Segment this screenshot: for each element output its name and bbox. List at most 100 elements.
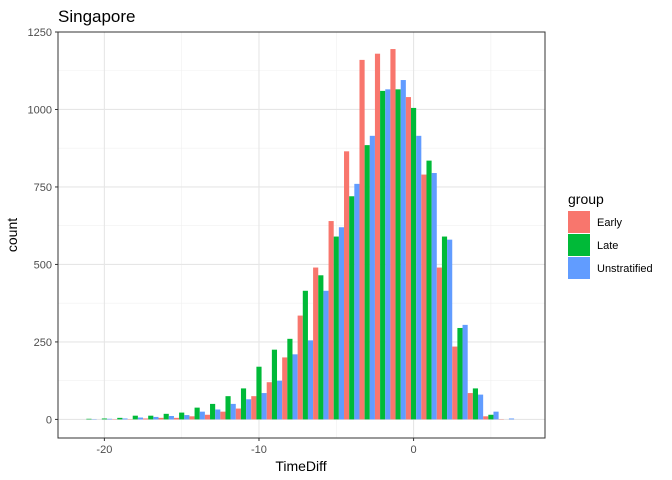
bar-early <box>313 267 319 420</box>
legend-label-late: Late <box>597 240 618 252</box>
legend-label-unstratified: Unstratified <box>597 263 653 275</box>
bar-early <box>328 221 334 420</box>
legend-key-unstratified <box>568 257 590 279</box>
bar-late <box>210 403 216 420</box>
plot-border <box>57 31 546 439</box>
bar-late <box>101 418 107 420</box>
bar-late <box>395 89 401 420</box>
bar-unstratified <box>478 394 484 420</box>
bar-unstratified <box>246 399 252 420</box>
bar-early <box>374 53 381 420</box>
x-tick-label: -20 <box>96 444 112 456</box>
bar-unstratified <box>122 418 128 420</box>
bar-late <box>179 412 185 420</box>
bar-early <box>282 357 288 420</box>
bar-early <box>158 417 164 420</box>
bar-early <box>390 49 396 420</box>
bar-late <box>380 90 386 420</box>
bar-unstratified <box>153 416 159 420</box>
bar-unstratified <box>493 411 499 420</box>
bar-late <box>472 388 479 420</box>
legend-key-early <box>568 211 590 233</box>
bar-unstratified <box>292 354 298 420</box>
bar-early <box>189 416 195 420</box>
chart-title: Singapore <box>58 7 136 26</box>
bar-early <box>467 393 473 420</box>
bar-late <box>302 290 308 420</box>
legend-title: group <box>568 191 604 207</box>
bar-unstratified <box>462 324 468 420</box>
bar-late <box>256 366 262 420</box>
bar-early <box>173 417 180 420</box>
y-tick-label: 1250 <box>28 27 52 39</box>
x-axis: -20 -10 0 <box>96 438 417 456</box>
bar-late <box>117 417 123 420</box>
bar-late <box>349 196 355 420</box>
bar-late <box>271 349 278 420</box>
bar-early <box>359 59 365 420</box>
bar-early <box>204 414 211 420</box>
bar-unstratified <box>369 135 375 420</box>
bar-unstratified <box>137 417 144 420</box>
bar-unstratified <box>400 80 406 420</box>
bar-late <box>488 414 494 420</box>
legend: group Early Late Unstratified <box>568 191 653 279</box>
bar-late <box>194 407 200 420</box>
x-tick-label: 0 <box>411 444 417 456</box>
bar-late <box>318 275 324 420</box>
bar-unstratified <box>385 89 391 420</box>
bar-early <box>436 267 442 420</box>
bar-unstratified <box>431 173 437 420</box>
y-axis-title: count <box>4 218 20 252</box>
y-tick-label: 1000 <box>28 104 52 116</box>
bar-late <box>148 415 154 420</box>
bar-unstratified <box>508 418 515 420</box>
bar-unstratified <box>354 183 360 420</box>
bar-unstratified <box>199 411 205 420</box>
x-axis-title: TimeDiff <box>275 458 326 474</box>
bar-unstratified <box>168 415 174 420</box>
y-axis: 0 250 500 750 1000 1250 <box>28 27 58 426</box>
bar-unstratified <box>106 418 113 420</box>
bar-early <box>421 174 427 420</box>
legend-key-late <box>568 234 590 256</box>
y-tick-label: 750 <box>34 182 52 194</box>
bar-unstratified <box>261 393 267 420</box>
bar-unstratified <box>184 415 190 420</box>
bar-early <box>235 408 241 420</box>
bar-unstratified <box>215 409 221 420</box>
bar-late <box>287 338 293 420</box>
bar-unstratified <box>277 380 283 420</box>
bar-late <box>132 415 138 420</box>
bar-late <box>411 107 417 420</box>
bar-late <box>163 413 169 420</box>
bars <box>86 49 515 420</box>
bar-late <box>240 388 247 420</box>
bar-unstratified <box>416 135 422 420</box>
x-tick-label: -10 <box>251 444 267 456</box>
bar-late <box>333 236 339 420</box>
bar-early <box>220 411 226 420</box>
bar-late <box>457 327 463 420</box>
bar-early <box>266 382 272 420</box>
bar-early <box>143 418 149 420</box>
bar-unstratified <box>447 239 453 420</box>
y-tick-label: 0 <box>46 414 52 426</box>
bar-early <box>251 396 257 420</box>
bar-unstratified <box>338 227 345 420</box>
bar-early <box>297 315 303 420</box>
bar-early <box>452 346 458 420</box>
bar-late <box>364 145 370 420</box>
bar-late <box>225 396 231 420</box>
bar-early <box>405 97 412 420</box>
bar-unstratified <box>323 290 329 420</box>
bar-early <box>483 416 489 420</box>
bar-late <box>86 418 92 420</box>
bar-unstratified <box>230 403 236 420</box>
legend-label-early: Early <box>597 217 623 229</box>
bar-late <box>426 160 432 420</box>
y-tick-label: 250 <box>34 337 52 349</box>
bar-late <box>441 236 448 420</box>
bar-unstratified <box>307 340 314 420</box>
